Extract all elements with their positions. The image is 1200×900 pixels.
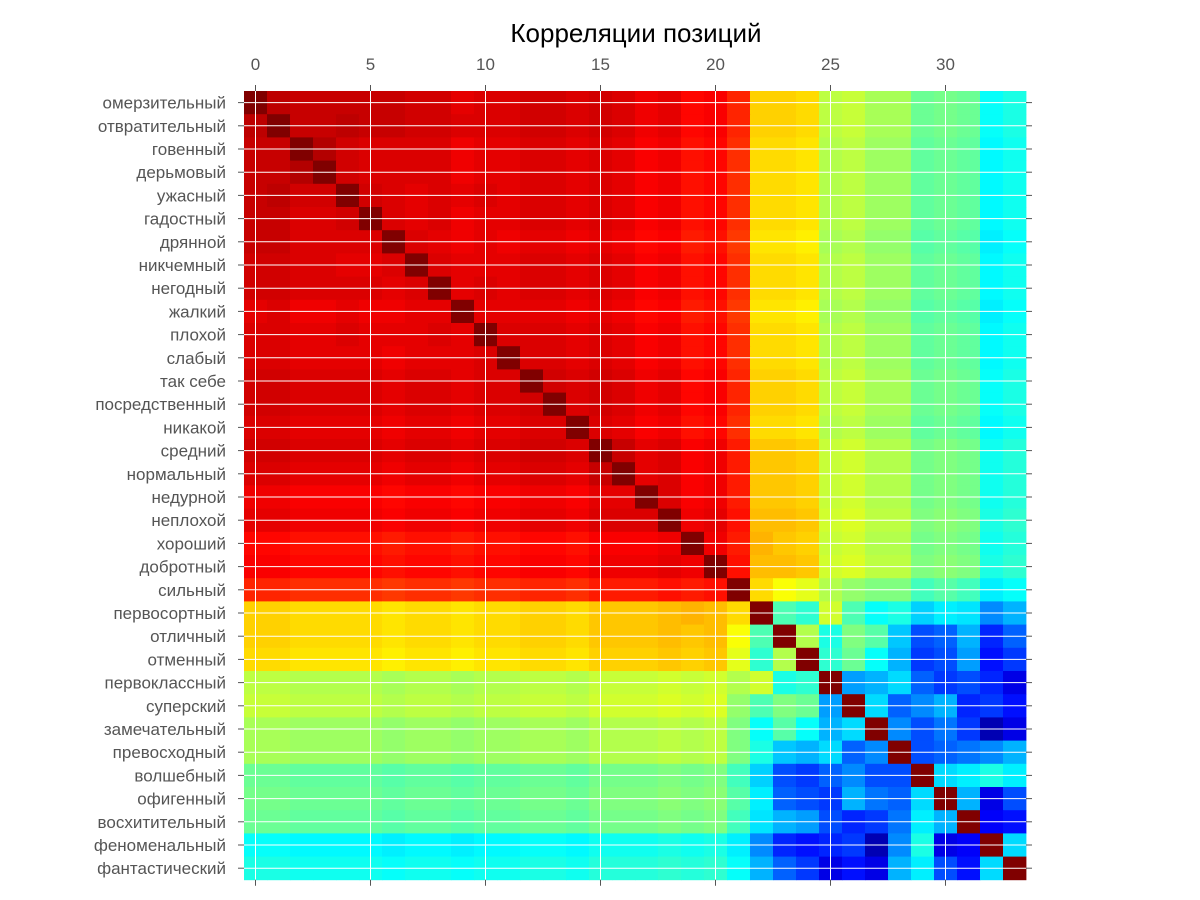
row-label: офигенный xyxy=(137,790,226,809)
row-label: хороший xyxy=(157,534,226,553)
row-label: отменный xyxy=(147,650,226,669)
row-label: нормальный xyxy=(127,465,226,484)
row-label: волшебный xyxy=(134,766,226,785)
x-tick-label: 10 xyxy=(476,55,495,74)
row-label: дерьмовый xyxy=(136,163,226,182)
row-label: гадостный xyxy=(144,210,226,229)
gridlines xyxy=(244,91,1026,880)
row-label: посредственный xyxy=(95,395,226,414)
x-tick-label: 15 xyxy=(591,55,610,74)
x-tick-label: 25 xyxy=(821,55,840,74)
heatmap-cells xyxy=(244,91,1027,881)
chart-title: Корреляции позиций xyxy=(510,18,761,48)
axes: 0 5 10 15 20 25 30 омерзительный отвратительный г… xyxy=(94,55,1032,886)
row-label: так себе xyxy=(160,372,226,391)
row-label: фантастический xyxy=(97,859,226,878)
row-label: никчемный xyxy=(139,256,226,275)
row-label: средний xyxy=(161,442,226,461)
row-label: недурной xyxy=(152,488,227,507)
row-label: первоклассный xyxy=(104,674,226,693)
row-label: восхитительный xyxy=(98,813,226,832)
row-label: отвратительный xyxy=(98,117,226,136)
row-label: превосходный xyxy=(113,743,226,762)
x-tick-label: 5 xyxy=(366,55,375,74)
row-label: замечательный xyxy=(104,720,226,739)
x-tick-label: 30 xyxy=(936,55,955,74)
row-label: негодный xyxy=(151,279,226,298)
row-label: добротный xyxy=(139,558,226,577)
x-tick-label: 0 xyxy=(251,55,260,74)
row-label: никакой xyxy=(163,418,226,437)
row-label: дрянной xyxy=(160,233,226,252)
row-label: говенный xyxy=(152,140,226,159)
row-label: слабый xyxy=(167,349,226,368)
row-label: неплохой xyxy=(151,511,226,530)
row-label: первосортный xyxy=(113,604,226,623)
row-label: феноменальный xyxy=(94,836,226,855)
row-label: плохой xyxy=(170,326,226,345)
x-tick-label: 20 xyxy=(706,55,725,74)
row-label: ужасный xyxy=(157,186,226,205)
row-label: жалкий xyxy=(169,302,226,321)
row-label: суперский xyxy=(146,697,226,716)
row-label: омерзительный xyxy=(102,94,226,113)
row-label: отличный xyxy=(150,627,226,646)
row-label: сильный xyxy=(158,581,226,600)
